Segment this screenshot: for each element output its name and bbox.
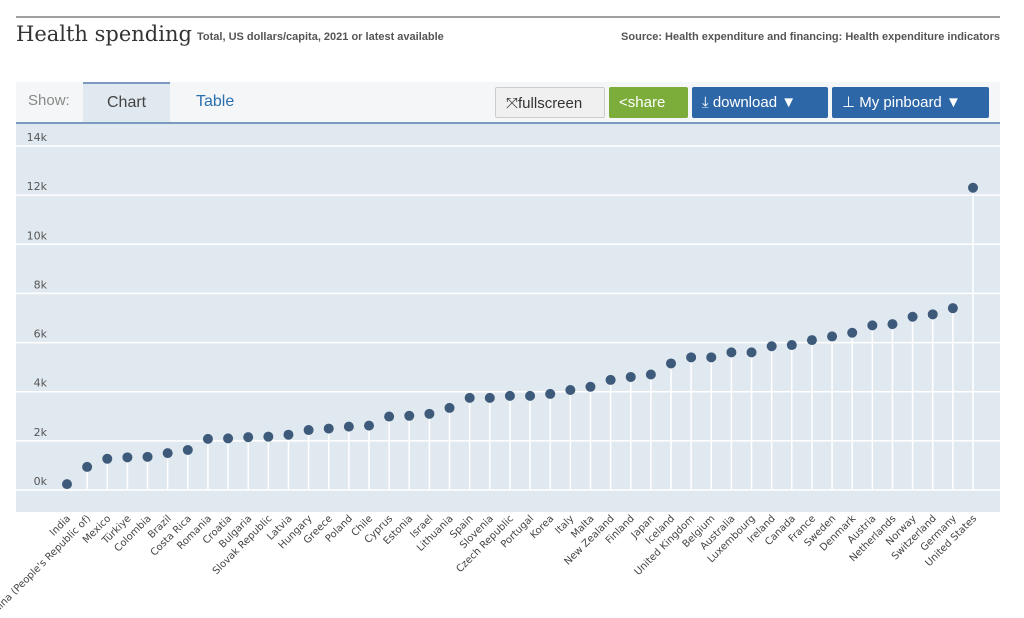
fullscreen-button[interactable]: ⤧fullscreen xyxy=(495,87,605,118)
y-tick-label: 6k xyxy=(34,328,48,341)
data-point xyxy=(847,327,858,338)
data-point xyxy=(283,429,294,440)
x-tick-label: Korea xyxy=(528,513,556,541)
share-button[interactable]: <share xyxy=(609,87,688,118)
top-divider xyxy=(16,16,1000,18)
data-point xyxy=(162,448,173,459)
pin-icon: ⊥ xyxy=(842,94,860,111)
data-point xyxy=(585,381,596,392)
data-point xyxy=(504,390,515,401)
data-point xyxy=(545,388,556,399)
data-point xyxy=(947,303,958,314)
data-point xyxy=(303,425,314,436)
y-tick-label: 12k xyxy=(27,180,48,193)
data-point xyxy=(968,182,978,193)
data-point xyxy=(243,432,254,443)
data-point xyxy=(666,358,676,369)
data-point xyxy=(605,374,616,385)
data-point xyxy=(484,392,495,403)
y-tick-label: 14k xyxy=(27,131,48,144)
data-point xyxy=(202,433,213,444)
data-point xyxy=(102,453,113,464)
data-point xyxy=(786,340,797,351)
download-icon: ⤓ xyxy=(702,94,713,111)
expand-arrows-icon: ⤧ xyxy=(506,95,519,112)
source-note: Source: Health expenditure and financing… xyxy=(621,31,1000,43)
pinboard-button[interactable]: ⊥ My pinboard ▼ xyxy=(832,87,989,118)
data-point xyxy=(364,420,374,431)
data-point xyxy=(384,411,395,422)
x-tick-label: China (People's Republic of) xyxy=(0,513,93,618)
data-point xyxy=(323,423,334,434)
data-point xyxy=(927,309,938,320)
data-point xyxy=(263,431,274,442)
data-point xyxy=(122,452,133,463)
data-point xyxy=(525,390,536,401)
data-point xyxy=(706,352,717,363)
share-icon: < xyxy=(619,94,628,111)
toolbar: Show: Chart Table ⤧fullscreen <share ⤓ d… xyxy=(16,82,1000,124)
y-tick-label: 8k xyxy=(34,278,48,291)
data-point xyxy=(887,319,898,330)
data-point xyxy=(424,408,435,419)
y-tick-label: 2k xyxy=(34,426,48,439)
data-point xyxy=(565,384,576,395)
data-point xyxy=(404,410,415,421)
y-tick-label: 4k xyxy=(34,377,48,390)
plot-background xyxy=(16,124,1000,512)
download-button[interactable]: ⤓ download ▼ xyxy=(692,87,828,118)
data-point xyxy=(726,347,737,358)
data-point xyxy=(142,451,153,462)
show-label: Show: xyxy=(28,92,70,109)
y-tick-label: 10k xyxy=(27,229,48,242)
subtitle: Total, US dollars/capita, 2021 or latest… xyxy=(197,31,444,43)
data-point xyxy=(686,352,697,363)
data-point xyxy=(625,371,636,382)
tab-table[interactable]: Table xyxy=(196,93,235,110)
data-point xyxy=(766,341,777,352)
data-point xyxy=(907,311,918,322)
data-point xyxy=(746,347,757,358)
data-point xyxy=(82,461,93,472)
data-point xyxy=(223,433,234,444)
data-point xyxy=(182,444,193,455)
data-point xyxy=(62,479,72,490)
data-point xyxy=(867,320,878,331)
data-point xyxy=(806,335,817,346)
tab-chart[interactable]: Chart xyxy=(83,82,171,122)
data-point xyxy=(444,402,455,413)
y-tick-label: 0k xyxy=(34,475,48,488)
data-point xyxy=(343,421,354,432)
data-point xyxy=(645,369,656,380)
page-title: Health spending xyxy=(16,22,192,46)
data-point xyxy=(827,331,838,342)
data-point xyxy=(464,392,475,403)
